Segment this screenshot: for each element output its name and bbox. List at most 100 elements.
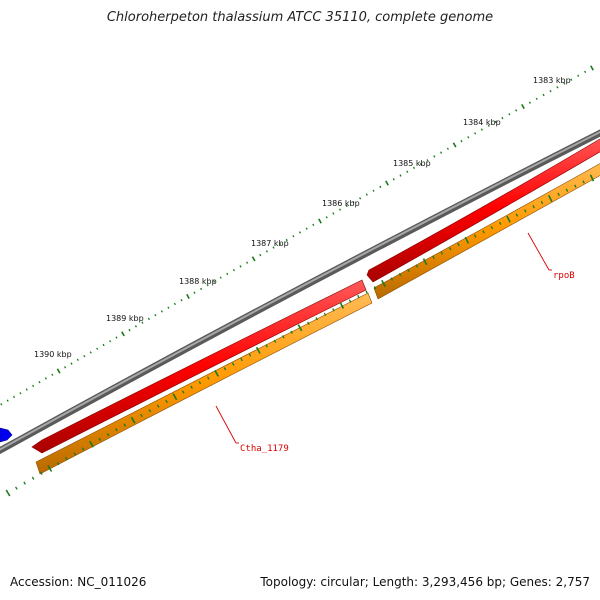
outer-tick-minor [292, 235, 295, 238]
inner-tick-major [172, 393, 178, 401]
outer-tick-minor [406, 170, 409, 173]
accession-text: Accession: NC_011026 [10, 575, 147, 589]
outer-tick-minor [542, 93, 545, 97]
tick-labels: 1383 kbp 1384 kbp 1385 kbp 1386 kbp 1387… [34, 76, 571, 359]
rpob-callout-line [527, 232, 550, 271]
outer-tick-minor [154, 313, 157, 317]
inner-tick-minor [373, 286, 377, 290]
inner-tick-minor [282, 335, 285, 339]
outer-tick-minor [419, 162, 422, 166]
gene-label-ctha-1179[interactable]: Ctha_1179 [240, 444, 289, 454]
outer-tick-major [56, 368, 61, 374]
inner-tick-minor [148, 409, 152, 413]
tick-label-1387: 1387 kbp [251, 239, 289, 248]
outer-tick-minor [508, 113, 511, 116]
inner-tick-major [47, 464, 53, 472]
inner-tick-minor [98, 437, 102, 442]
inner-tick-minor [240, 357, 243, 362]
gene-label-rpob[interactable]: rpoB [553, 271, 575, 281]
tick-label-1390: 1390 kbp [34, 350, 72, 359]
inner-tick-minor [265, 344, 268, 348]
outer-tick-minor [128, 328, 131, 332]
inner-tick-ring [5, 174, 595, 497]
outer-tick-minor [494, 120, 497, 124]
tick-label-1389: 1389 kbp [106, 314, 144, 323]
inner-tick-minor [348, 299, 352, 303]
outer-tick-minor [372, 189, 375, 192]
outer-tick-minor [515, 109, 518, 112]
inner-tick-minor [448, 247, 452, 251]
outer-tick-major [521, 104, 525, 110]
outer-tick-minor [12, 395, 16, 399]
outer-tick-minor [265, 250, 268, 253]
inner-tick-minor [565, 188, 569, 192]
inner-tick-minor [440, 251, 444, 255]
outer-tick-minor [115, 336, 118, 339]
inner-tick-minor [482, 230, 485, 234]
inner-tick-minor [223, 367, 227, 371]
feature-orange-lower[interactable] [35, 292, 373, 475]
inner-tick-minor [407, 268, 410, 272]
outer-tick-minor [226, 272, 229, 276]
outer-tick-minor [480, 128, 483, 131]
inner-tick-minor [323, 312, 327, 316]
inner-tick-minor [490, 225, 494, 230]
outer-tick-minor [338, 208, 342, 211]
inner-tick-minor [582, 180, 585, 184]
outer-tick-minor [38, 380, 41, 384]
inner-tick-minor [23, 481, 26, 485]
outer-tick-minor [232, 268, 235, 272]
feature-orange-upper[interactable] [373, 158, 600, 300]
outer-tick-minor [173, 302, 176, 306]
inner-tick-minor [206, 376, 210, 380]
outer-tick-minor [102, 343, 105, 347]
inner-tick-minor [532, 205, 535, 209]
ctha-1179-callout-line [215, 405, 237, 444]
inner-tick-major [5, 489, 11, 497]
gene-ctha-1179[interactable] [31, 279, 367, 454]
tick-label-1383: 1383 kbp [533, 76, 571, 85]
outer-tick-major [385, 180, 389, 186]
inner-tick-minor [457, 242, 460, 247]
feature-blue-left[interactable] [0, 427, 13, 443]
inner-tick-minor [307, 321, 310, 325]
inner-tick-minor [515, 213, 519, 217]
inner-tick-major [214, 369, 219, 377]
outer-tick-major [121, 331, 125, 337]
outer-tick-minor [219, 276, 222, 279]
outer-tick-major [251, 256, 256, 262]
outer-tick-minor [325, 216, 328, 219]
outer-tick-minor [440, 151, 443, 154]
inner-tick-minor [15, 486, 18, 490]
outer-tick-minor [379, 185, 382, 189]
inner-tick-minor [190, 385, 193, 389]
outer-tick-major [186, 293, 190, 299]
inner-tick-minor [332, 308, 335, 312]
tick-label-1385: 1385 kbp [393, 159, 431, 168]
outer-tick-minor [365, 193, 368, 196]
inner-tick-minor [398, 273, 402, 277]
outer-tick-minor [96, 347, 99, 350]
outer-tick-minor [312, 223, 315, 227]
gene-rpob[interactable] [366, 133, 600, 283]
inner-tick-major [255, 346, 261, 354]
outer-tick-minor [501, 116, 504, 120]
outer-tick-major [318, 218, 322, 224]
outer-tick-minor [239, 265, 242, 268]
outer-tick-minor [460, 139, 463, 143]
inner-tick-minor [81, 447, 85, 451]
tick-label-1384: 1384 kbp [463, 118, 501, 127]
inner-tick-minor [231, 362, 235, 366]
tick-label-1386: 1386 kbp [322, 199, 360, 208]
outer-tick-minor [51, 373, 54, 376]
outer-tick-minor [563, 82, 566, 85]
outer-tick-minor [577, 74, 580, 77]
inner-tick-major [589, 174, 595, 182]
outer-tick-minor [76, 358, 79, 362]
outer-tick-minor [298, 231, 302, 234]
tick-label-1388: 1388 kbp [179, 277, 217, 286]
inner-tick-minor [165, 399, 168, 404]
genome-backbone-highlight [0, 130, 600, 451]
outer-tick-minor [70, 362, 73, 365]
